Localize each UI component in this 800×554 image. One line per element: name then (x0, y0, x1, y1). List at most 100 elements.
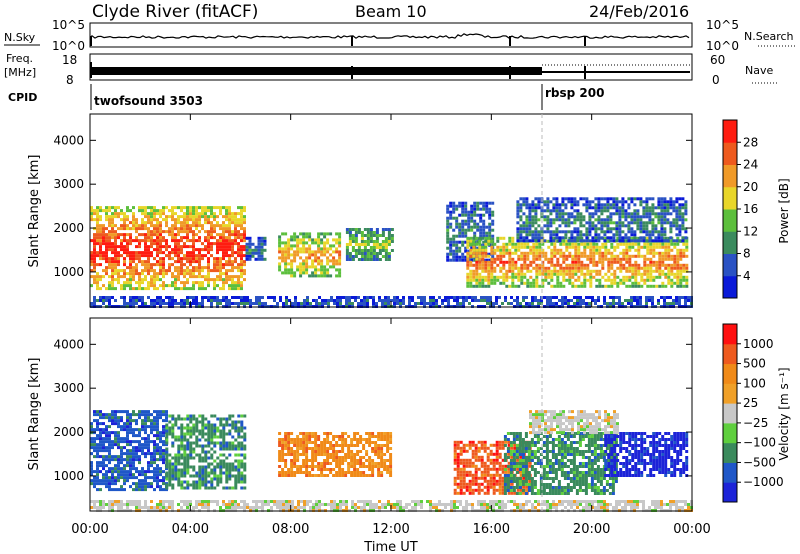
y-tick-label: 1000 (53, 469, 84, 483)
x-tick-label: 00:00 (673, 522, 710, 537)
colorbar-swatch (723, 209, 737, 232)
colorbar-swatch (723, 324, 737, 345)
echo-region (529, 410, 619, 435)
colorbar-tick-label: 8 (743, 247, 751, 261)
nsky-frame (89, 22, 693, 48)
echo-region (165, 414, 247, 490)
colorbar-swatch (723, 482, 737, 503)
echo-region (345, 228, 394, 261)
colorbar-tick-label: −100 (743, 436, 776, 450)
freq-band (92, 67, 542, 75)
colorbar-tick-label: 4 (743, 269, 751, 283)
y-tick-label: 3000 (53, 381, 84, 395)
colorbar-tick-label: 1000 (743, 337, 774, 351)
power-cbar-label: Power [dB] (777, 178, 791, 243)
station-title: Clyde River (fitACF) (92, 2, 258, 22)
x-tick-label: 08:00 (272, 522, 309, 537)
colorbar-swatch (723, 383, 737, 404)
colorbar-swatch (723, 363, 737, 384)
colorbar-tick-label: 500 (743, 357, 766, 371)
y-tick-label: 3000 (53, 177, 84, 191)
colorbar-tick-label: 20 (743, 180, 758, 194)
echo-region (503, 432, 618, 495)
colorbar-swatch (723, 142, 737, 165)
colorbar-tick-label: 28 (743, 135, 758, 149)
time-axis: 00:00 04:00 08:00 12:00 16:00 20:00 00:00 (71, 114, 711, 537)
nsky-trace (90, 33, 690, 39)
colorbar-swatch (723, 253, 737, 277)
colorbar-tick-label: 16 (743, 202, 758, 216)
y-tick-label: 1000 (53, 265, 84, 279)
nsky-tick-left-top: 10^5 (52, 18, 85, 32)
echo-region (90, 206, 246, 291)
colorbar-swatch (723, 462, 737, 483)
colorbar-swatch (723, 422, 737, 444)
power-echoes (90, 197, 693, 308)
nsky-tick-right-top: 10^5 (706, 18, 739, 32)
x-tick-label: 04:00 (172, 522, 209, 537)
colorbar-swatch (723, 120, 737, 143)
nsky-tick-right-bottom: 10^0 (706, 39, 739, 53)
echo-region (516, 197, 688, 243)
colorbar-tick-label: −500 (743, 455, 776, 469)
echo-region (604, 432, 689, 477)
cpid-segment-1: twofsound 3503 (94, 94, 203, 108)
freq-tick-right-bottom: 0 (712, 73, 720, 87)
freq-label-1: Freq. (6, 52, 33, 65)
freq-tick-right-top: 60 (710, 53, 725, 67)
colorbar-swatch (723, 164, 737, 188)
power-yticks: 1000 2000 3000 4000 (53, 133, 692, 279)
date-title: 24/Feb/2016 (589, 2, 689, 21)
power-colorbar: 4 8 12 16 20 24 28 (722, 119, 758, 299)
colorbar-swatch (723, 403, 737, 424)
freq-tick-left-bottom: 8 (66, 73, 74, 87)
velocity-ylabel: Slant Range [km] (27, 358, 42, 471)
power-panel: 1000 2000 3000 4000 Slant Range [km] 4 8 12 16… (27, 113, 791, 308)
echo-region (90, 410, 168, 492)
velocity-yticks: 1000 2000 3000 4000 (53, 337, 692, 483)
echo-region (466, 236, 689, 288)
x-tick-label: 00:00 (71, 522, 108, 537)
time-axis-label: Time UT (363, 540, 417, 554)
colorbar-tick-label: 24 (743, 158, 758, 172)
y-tick-label: 4000 (53, 133, 84, 147)
y-tick-label: 2000 (53, 425, 84, 439)
beam-title: Beam 10 (355, 2, 427, 21)
colorbar-swatch (723, 275, 737, 299)
nsky-label: N.Sky (4, 31, 36, 44)
colorbar-swatch (723, 231, 737, 254)
colorbar-tick-label: 12 (743, 224, 758, 238)
colorbar-swatch (723, 343, 737, 365)
freq-tick-left-top: 18 (62, 53, 77, 67)
colorbar-tick-label: −25 (743, 416, 768, 430)
y-tick-label: 2000 (53, 221, 84, 235)
velocity-echoes (90, 410, 693, 512)
cpid-row: CPID twofsound 3503 rbsp 200 (8, 84, 604, 110)
colorbar-tick-label: −1000 (743, 475, 784, 489)
velocity-colorbar: 1000 500 100 25 −25 −100 −500 −1000 (722, 323, 784, 503)
nsky-tick-left-bottom: 10^0 (52, 39, 85, 53)
nsky-spikes (90, 36, 586, 46)
nsky-panel: N.Sky 10^5 10^0 10^5 10^0 N.Search (4, 18, 796, 53)
x-tick-label: 12:00 (372, 522, 409, 537)
colorbar-swatch (723, 186, 737, 210)
colorbar-tick-label: 100 (743, 376, 766, 390)
echo-region (245, 236, 267, 261)
freq-panel: Freq. [MHz] 18 8 60 0 Nave (4, 52, 778, 87)
x-tick-label: 16:00 (473, 522, 510, 537)
y-tick-label: 4000 (53, 337, 84, 351)
cpid-label: CPID (8, 91, 37, 104)
freq-band-2 (542, 71, 690, 73)
colorbar-tick-label: 25 (743, 396, 758, 410)
nave-label: Nave (745, 64, 773, 77)
velocity-cbar-label: Velocity [m s⁻¹] (777, 367, 791, 460)
x-tick-label: 20:00 (573, 522, 610, 537)
nsearch-label: N.Search (744, 30, 794, 43)
echo-region (278, 232, 342, 278)
colorbar-swatch (723, 442, 737, 463)
cpid-segment-2: rbsp 200 (545, 86, 604, 100)
freq-label-2: [MHz] (4, 66, 36, 79)
echo-region (278, 432, 393, 477)
power-ylabel: Slant Range [km] (27, 155, 42, 268)
